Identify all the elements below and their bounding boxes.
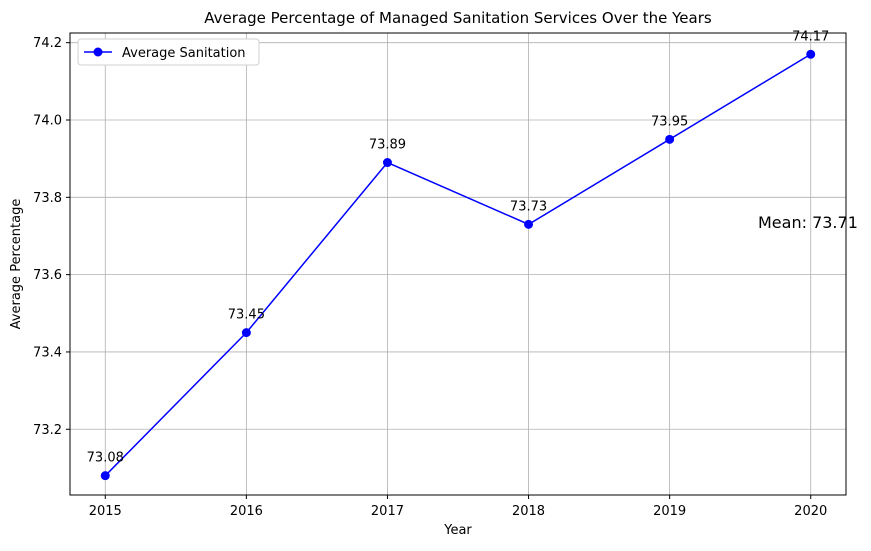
data-point — [382, 158, 392, 168]
x-tick-label: 2019 — [653, 504, 686, 519]
legend-marker — [93, 47, 103, 57]
data-point — [100, 471, 110, 481]
legend-box — [77, 38, 260, 66]
y-tick-label: 73.2 — [33, 423, 62, 438]
series-layer — [100, 49, 816, 481]
x-axis-label: Year — [443, 523, 472, 538]
legend: Average Sanitation — [77, 38, 260, 66]
x-tick-label: 2017 — [371, 504, 404, 519]
data-labels: 73.08 73.45 73.89 73.73 73.95 74.17 — [87, 29, 830, 465]
x-tick-label: 2018 — [512, 504, 545, 519]
axis-ticks: 2015 2016 2017 2018 2019 2020 73.2 73.4 73.6 73.8… — [33, 36, 827, 519]
data-point — [665, 134, 675, 144]
data-point — [806, 49, 816, 59]
data-point — [241, 328, 251, 338]
y-tick-label: 74.0 — [33, 113, 62, 128]
series-line — [104, 53, 812, 477]
data-value-label: 73.95 — [651, 114, 688, 129]
chart-title: Average Percentage of Managed Sanitation… — [204, 9, 712, 27]
y-tick-label: 73.6 — [33, 268, 62, 283]
y-tick-label: 73.4 — [33, 345, 62, 360]
y-tick-label: 74.2 — [33, 36, 62, 51]
x-tick-label: 2016 — [230, 504, 263, 519]
x-tick-label: 2020 — [794, 504, 827, 519]
data-value-label: 73.73 — [510, 199, 547, 214]
plot-area-frame — [69, 32, 847, 496]
data-point — [524, 219, 534, 229]
data-value-label: 73.08 — [87, 451, 124, 466]
data-value-label: 73.45 — [228, 308, 265, 323]
y-axis-label: Average Percentage — [9, 199, 24, 330]
data-value-label: 74.17 — [792, 29, 829, 44]
legend-series-name: Average Sanitation — [122, 46, 246, 61]
y-tick-label: 73.8 — [33, 191, 62, 206]
data-value-label: 73.89 — [369, 138, 406, 153]
x-tick-label: 2015 — [89, 504, 122, 519]
mean-annotation: Mean: 73.71 — [758, 213, 858, 232]
